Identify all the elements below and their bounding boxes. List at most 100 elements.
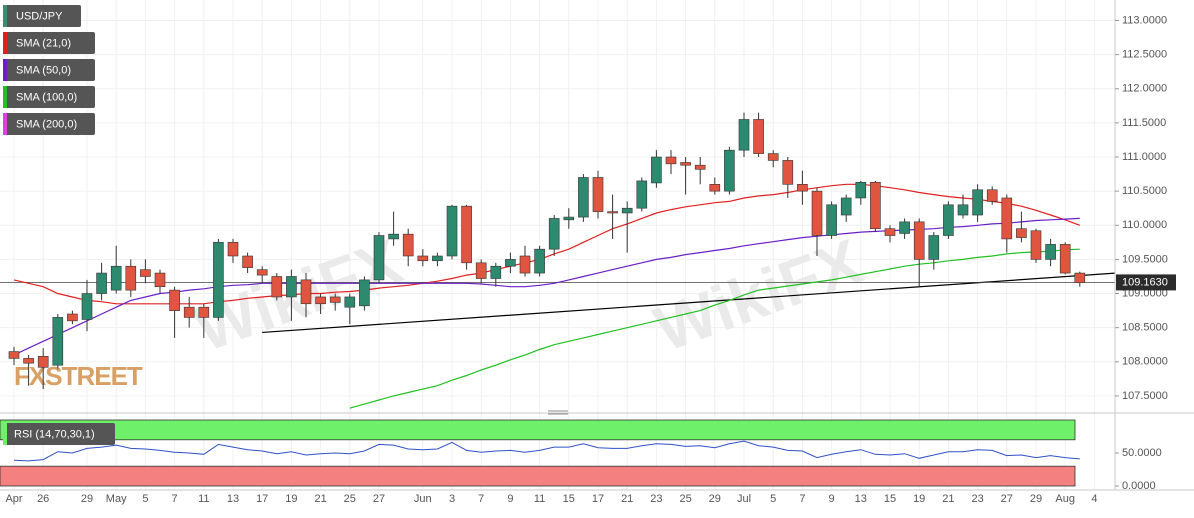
y-tick-label: 111.0000 xyxy=(1122,151,1166,163)
candle-body xyxy=(943,204,954,236)
candle-body xyxy=(81,293,93,320)
candle-body xyxy=(840,197,852,216)
candle-body xyxy=(548,218,560,250)
candle-body xyxy=(388,233,399,240)
candle-body xyxy=(1059,244,1071,274)
candle-body xyxy=(563,216,575,221)
candle-body xyxy=(767,153,779,161)
x-tick-label: 11 xyxy=(534,493,545,505)
y-tick-label: 107.5000 xyxy=(1122,390,1168,402)
candle-body xyxy=(140,269,151,277)
overbought-band xyxy=(0,419,1076,441)
x-tick-label: 27 xyxy=(1001,493,1013,505)
candle-body xyxy=(578,177,589,218)
legend: USD/JPY SMA (21,0) SMA (50,0) SMA (100,0) SM… xyxy=(3,5,95,135)
rsi-line xyxy=(13,440,1080,462)
candle-body xyxy=(23,358,34,364)
x-tick-label: 29 xyxy=(1030,493,1042,505)
candle-body xyxy=(213,242,224,318)
candle-body xyxy=(1001,197,1013,240)
x-tick-label: 29 xyxy=(709,493,721,505)
x-tick-label: 25 xyxy=(344,493,356,505)
candle-body xyxy=(359,279,370,307)
legend-label: SMA (21,0) xyxy=(16,37,71,49)
candle-body xyxy=(271,276,283,298)
legend-swatch xyxy=(3,59,7,81)
candle-body xyxy=(651,156,662,184)
last-price-box xyxy=(1116,274,1176,291)
x-tick-label: 27 xyxy=(373,493,385,505)
candle-body xyxy=(753,119,764,154)
last-price-label: 109.1630 xyxy=(1122,276,1168,288)
candle-body xyxy=(855,181,867,199)
y-tick-label: 112.5000 xyxy=(1122,49,1167,61)
x-tick-label: 5 xyxy=(770,493,776,505)
x-tick-label: 11 xyxy=(198,493,209,505)
legend-item[interactable]: SMA (21,0) xyxy=(3,32,95,54)
x-tick-label: 7 xyxy=(799,493,805,505)
legend-swatch xyxy=(3,32,7,54)
candle-body xyxy=(636,180,648,209)
sma-line xyxy=(13,183,1081,305)
candle-body xyxy=(826,204,837,236)
x-tick-label: 17 xyxy=(256,493,268,505)
candle-body xyxy=(373,235,385,281)
legend-box xyxy=(3,59,95,81)
candle-body xyxy=(8,351,20,359)
candle-body xyxy=(52,317,64,366)
legend-swatch xyxy=(3,86,7,108)
x-tick-label: 5 xyxy=(142,493,148,505)
axes: Apr 26 29 May 5 7 11 13 17 19 21 25 27 Jun 3 7 9 11 15 17 21… xyxy=(5,14,1176,505)
candle-body xyxy=(67,313,78,322)
candle-body xyxy=(475,262,487,279)
x-tick-label: 3 xyxy=(449,493,455,505)
rsi-label-box xyxy=(3,423,115,445)
legend-label: SMA (100,0) xyxy=(16,91,77,103)
x-tick-label: 13 xyxy=(227,493,239,505)
candle-body xyxy=(329,296,341,303)
x-tick-label: Jun xyxy=(414,493,432,505)
y-tick-label: 109.0000 xyxy=(1122,287,1168,299)
y-tick-label: 108.0000 xyxy=(1122,356,1168,368)
x-tick-label: 21 xyxy=(314,493,326,505)
candle-body xyxy=(1030,230,1042,260)
candle-body xyxy=(621,207,633,214)
divider-handle[interactable] xyxy=(548,410,568,415)
candle-body xyxy=(37,356,49,368)
x-tick-label: 13 xyxy=(855,493,867,505)
candle-body xyxy=(957,204,969,216)
candle-body xyxy=(169,289,180,311)
candle-body xyxy=(519,255,531,274)
legend-item[interactable]: SMA (50,0) xyxy=(3,59,95,81)
rsi-y-tick-label: 50.0000 xyxy=(1122,447,1162,459)
legend-box xyxy=(3,32,95,54)
legend-item[interactable]: SMA (200,0) xyxy=(3,113,95,135)
candle-body xyxy=(344,296,356,308)
candle-body xyxy=(972,189,983,216)
price-panel xyxy=(0,112,1115,409)
x-tick-label: 15 xyxy=(563,493,575,505)
candle-body xyxy=(154,272,166,288)
candle-body xyxy=(607,211,618,214)
candle-body xyxy=(490,265,502,279)
x-tick-label: 23 xyxy=(650,493,662,505)
candle-body xyxy=(724,149,735,192)
candle-body xyxy=(986,189,998,202)
candle-body xyxy=(782,160,794,185)
candle-body xyxy=(315,296,326,305)
legend-label: SMA (50,0) xyxy=(16,64,71,76)
y-tick-label: 112.0000 xyxy=(1122,83,1167,95)
legend-item[interactable]: SMA (100,0) xyxy=(3,86,95,108)
x-tick-label: 7 xyxy=(478,493,484,505)
candle-body xyxy=(665,156,677,165)
candle-body xyxy=(505,259,516,267)
candle-body xyxy=(198,306,210,318)
logo-text: FXSTREET xyxy=(14,361,143,391)
legend-label: USD/JPY xyxy=(16,10,63,22)
legend-item[interactable]: USD/JPY xyxy=(3,5,81,27)
x-tick-label: Apr xyxy=(5,493,22,505)
x-tick-label: 21 xyxy=(942,493,954,505)
y-tick-label: 111.5000 xyxy=(1122,117,1166,129)
x-tick-label: 21 xyxy=(621,493,633,505)
